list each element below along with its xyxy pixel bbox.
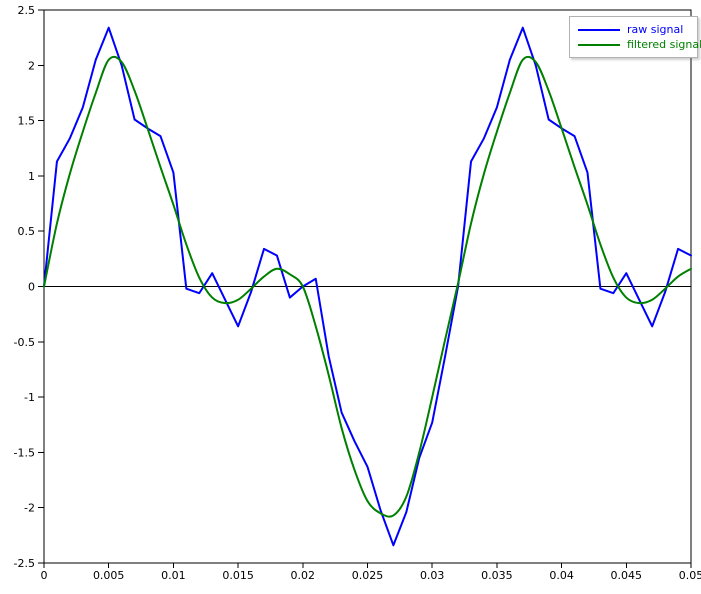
raw-signal-line [43, 26, 692, 547]
legend-item-filtered-signal: filtered signal [578, 37, 701, 52]
x-tick-label: 0.05 [679, 569, 701, 582]
legend-label-raw-signal: raw signal [627, 22, 684, 36]
x-tick-label: 0.035 [481, 569, 513, 582]
filtered-signal-line [43, 55, 692, 518]
legend-label-filtered-signal: filtered signal [627, 37, 701, 51]
x-tick-label: 0 [41, 569, 48, 582]
y-tick-label: 0.5 [18, 225, 36, 238]
x-tick-label: 0.01 [161, 569, 186, 582]
y-tick-label: 0 [28, 281, 35, 294]
y-tick-label: -2 [24, 502, 35, 515]
x-tick-label: 0.03 [420, 569, 445, 582]
filtered-signal-line-swatch [578, 43, 620, 46]
x-tick-label: 0.045 [611, 569, 643, 582]
legend: raw signal filtered signal [569, 16, 701, 58]
y-tick-label: -2.5 [14, 557, 35, 570]
x-tick-label: 0.02 [291, 569, 316, 582]
y-tick-label: 1 [28, 170, 35, 183]
x-tick-label: 0.025 [352, 569, 384, 582]
x-tick-label: 0.015 [222, 569, 254, 582]
x-tick-label: 0.04 [549, 569, 574, 582]
y-tick-label: 1.5 [18, 115, 36, 128]
x-tick-label: 0.005 [93, 569, 125, 582]
y-tick-label: -1 [24, 391, 35, 404]
raw-signal-line-swatch [578, 28, 620, 31]
y-tick-label: 2.5 [18, 4, 36, 17]
legend-item-raw-signal: raw signal [578, 22, 690, 37]
y-tick-label: -0.5 [14, 336, 35, 349]
y-tick-label: 2 [28, 59, 35, 72]
y-tick-label: -1.5 [14, 446, 35, 459]
